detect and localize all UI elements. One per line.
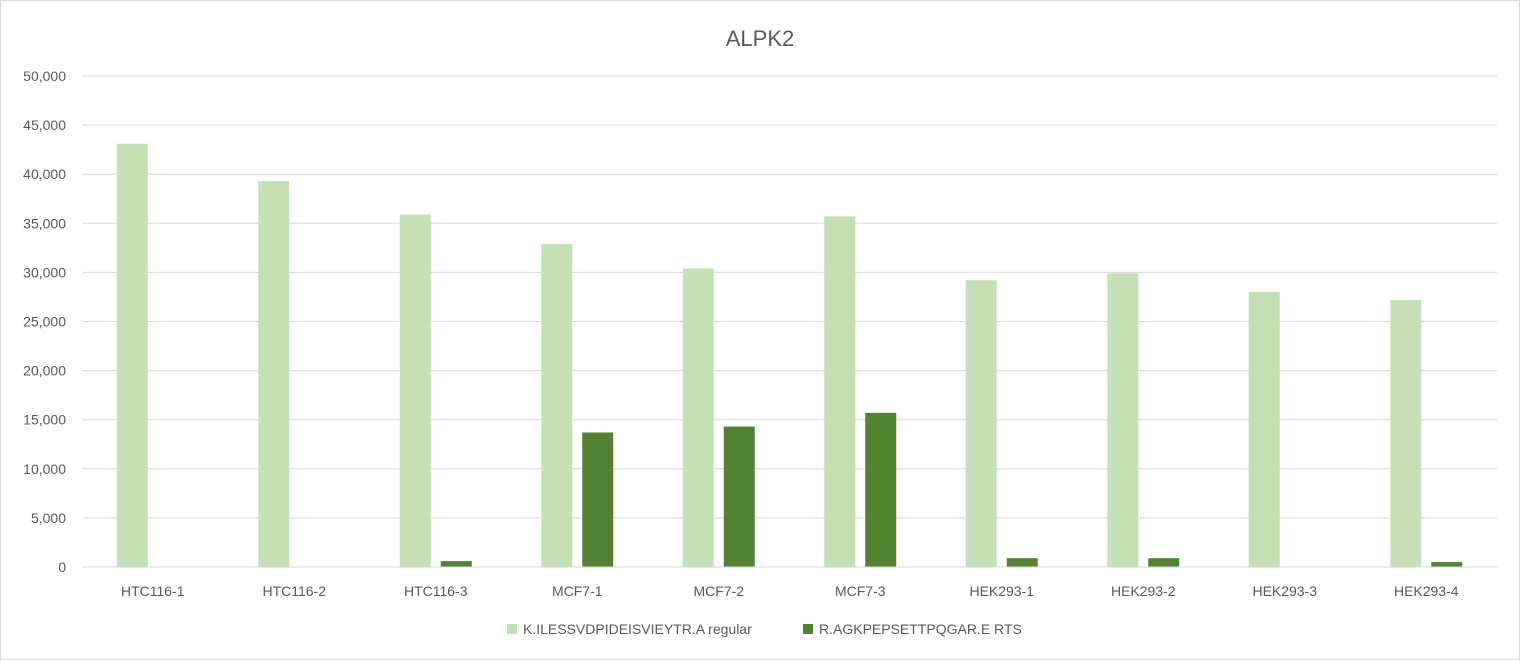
bar-regular [258, 181, 290, 567]
x-tick-label: MCF7-2 [693, 583, 744, 599]
bar-regular [1390, 299, 1422, 567]
y-tick-label: 35,000 [23, 215, 66, 231]
x-tick-label: MCF7-1 [552, 583, 603, 599]
chart-title: ALPK2 [726, 26, 795, 51]
legend-swatch [803, 624, 813, 634]
legend: K.ILESSVDPIDEISVIEYTR.A regular R.AGKPEPS… [507, 621, 1022, 637]
y-tick-label: 30,000 [23, 264, 66, 280]
x-tick-label: MCF7-3 [835, 583, 886, 599]
y-tick-label: 45,000 [23, 117, 66, 133]
bar-regular [541, 243, 573, 567]
legend-label: K.ILESSVDPIDEISVIEYTR.A regular [523, 621, 752, 637]
bar-regular [1107, 273, 1139, 567]
x-tick-label: HTC116-1 [121, 583, 185, 599]
y-tick-label: 5,000 [31, 510, 66, 526]
y-tick-label: 50,000 [23, 68, 66, 84]
y-tick-label: 0 [58, 559, 66, 575]
bar-rts [1148, 558, 1180, 567]
x-tick-label: HEK293-3 [1252, 583, 1317, 599]
y-tick-label: 40,000 [23, 166, 66, 182]
y-tick-label: 10,000 [23, 461, 66, 477]
bar-regular [116, 143, 148, 567]
y-tick-label: 20,000 [23, 363, 66, 379]
x-tick-label: HEK293-4 [1394, 583, 1459, 599]
bars [116, 143, 1463, 567]
legend-swatch [507, 624, 517, 634]
bar-regular [682, 268, 714, 567]
x-tick-label: HTC116-3 [404, 583, 468, 599]
bar-regular [1248, 292, 1280, 567]
bar-rts [440, 561, 472, 567]
bar-regular [824, 216, 856, 567]
bar-rts [1431, 562, 1463, 567]
y-tick-label: 25,000 [23, 314, 66, 330]
x-tick-label: HEK293-2 [1111, 583, 1176, 599]
gridlines [82, 75, 1497, 568]
legend-label: R.AGKPEPSETTPQGAR.E RTS [819, 621, 1022, 637]
y-axis: 0 5,000 10,000 15,000 20,000 25,000 30,000 35,0… [23, 68, 66, 575]
bar-rts [1006, 558, 1038, 567]
x-tick-label: HEK293-1 [969, 583, 1034, 599]
bar-regular [399, 214, 431, 567]
x-tick-label: HTC116-2 [262, 583, 326, 599]
x-axis: HTC116-1 HTC116-2 HTC116-3 MCF7-1 MCF7-2 MCF7… [82, 566, 1497, 599]
bar-rts [865, 412, 897, 567]
bar-regular [965, 280, 997, 567]
bar-rts [723, 426, 755, 567]
y-tick-label: 15,000 [23, 412, 66, 428]
bar-rts [582, 432, 614, 567]
